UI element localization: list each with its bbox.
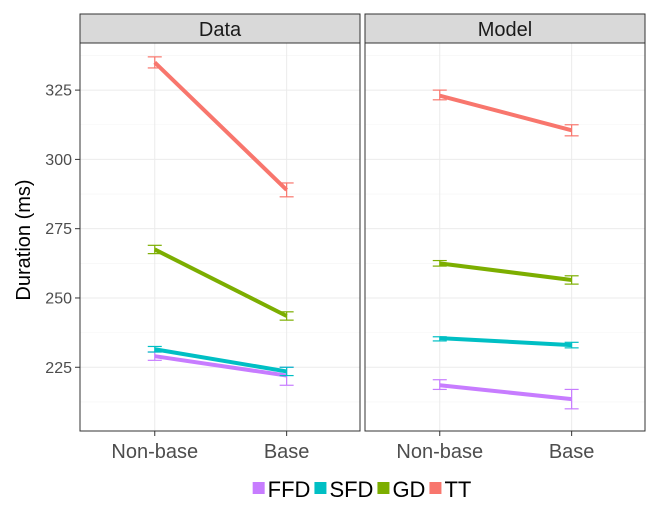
facet-title: Model xyxy=(478,19,532,41)
error-bar xyxy=(432,259,447,267)
error-bar xyxy=(279,182,294,198)
series-line xyxy=(439,261,572,282)
panel-data: Data Non-base Base 225 250 275 300 325 xyxy=(45,13,361,463)
series-line xyxy=(153,247,288,318)
legend-swatch xyxy=(252,482,265,494)
x-tick-label: Non-base xyxy=(111,441,198,463)
error-bar xyxy=(147,244,162,255)
y-axis-title: Duration (ms) xyxy=(13,179,35,300)
legend-swatch xyxy=(377,482,390,494)
x-tick-label: Non-base xyxy=(396,441,483,463)
legend-item-gd: GD xyxy=(377,477,425,502)
error-bar xyxy=(147,345,162,353)
facet-panels: Data Non-base Base 225 250 275 300 325 Model Non-… xyxy=(45,13,646,463)
x-tick-label: Base xyxy=(264,441,310,463)
series-line xyxy=(439,383,572,402)
series-gd xyxy=(432,259,579,285)
series-sfd xyxy=(432,336,579,349)
facet-strip xyxy=(364,13,646,44)
y-tick-label: 275 xyxy=(45,221,72,238)
series-tt xyxy=(147,56,294,198)
legend-item-ffd: FFD xyxy=(252,477,311,502)
x-tick-label: Base xyxy=(549,441,595,463)
series-gd xyxy=(147,244,294,321)
legend-label: SFD xyxy=(329,477,373,502)
error-bar xyxy=(564,275,579,285)
error-bar xyxy=(564,388,579,410)
panel-model: Model Non-base Base xyxy=(364,13,646,463)
error-bar xyxy=(279,311,294,321)
series-ffd xyxy=(432,379,579,410)
error-bar xyxy=(564,341,579,349)
error-bar xyxy=(432,89,447,101)
y-tick-label: 300 xyxy=(45,152,72,169)
legend-item-sfd: SFD xyxy=(314,477,373,502)
legend: FFD SFD GD TT xyxy=(252,477,471,502)
error-bar xyxy=(432,336,447,342)
series-line xyxy=(153,60,289,192)
series-line xyxy=(154,347,287,374)
y-tick-label: 250 xyxy=(45,290,72,307)
facet-strip xyxy=(79,13,361,44)
series-line xyxy=(154,354,287,378)
panel-border xyxy=(364,42,646,432)
legend-label: FFD xyxy=(268,477,311,502)
panel-background xyxy=(365,43,645,431)
legend-swatch xyxy=(314,482,327,494)
error-bar xyxy=(432,379,447,391)
series-sfd xyxy=(147,345,294,377)
legend-label: GD xyxy=(392,477,425,502)
legend-item-tt: TT xyxy=(429,477,471,502)
legend-swatch xyxy=(429,482,442,494)
error-bar xyxy=(147,56,162,69)
series-line xyxy=(439,93,573,133)
series-tt xyxy=(432,89,579,137)
panel-background xyxy=(80,43,360,431)
error-bar xyxy=(564,124,579,137)
error-bar xyxy=(279,366,294,377)
series-line xyxy=(439,336,572,348)
panel-border xyxy=(79,42,361,432)
y-tick-label: 225 xyxy=(45,360,72,377)
y-tick-label: 325 xyxy=(45,83,72,100)
legend-label: TT xyxy=(444,477,471,502)
facet-title: Data xyxy=(199,19,242,41)
